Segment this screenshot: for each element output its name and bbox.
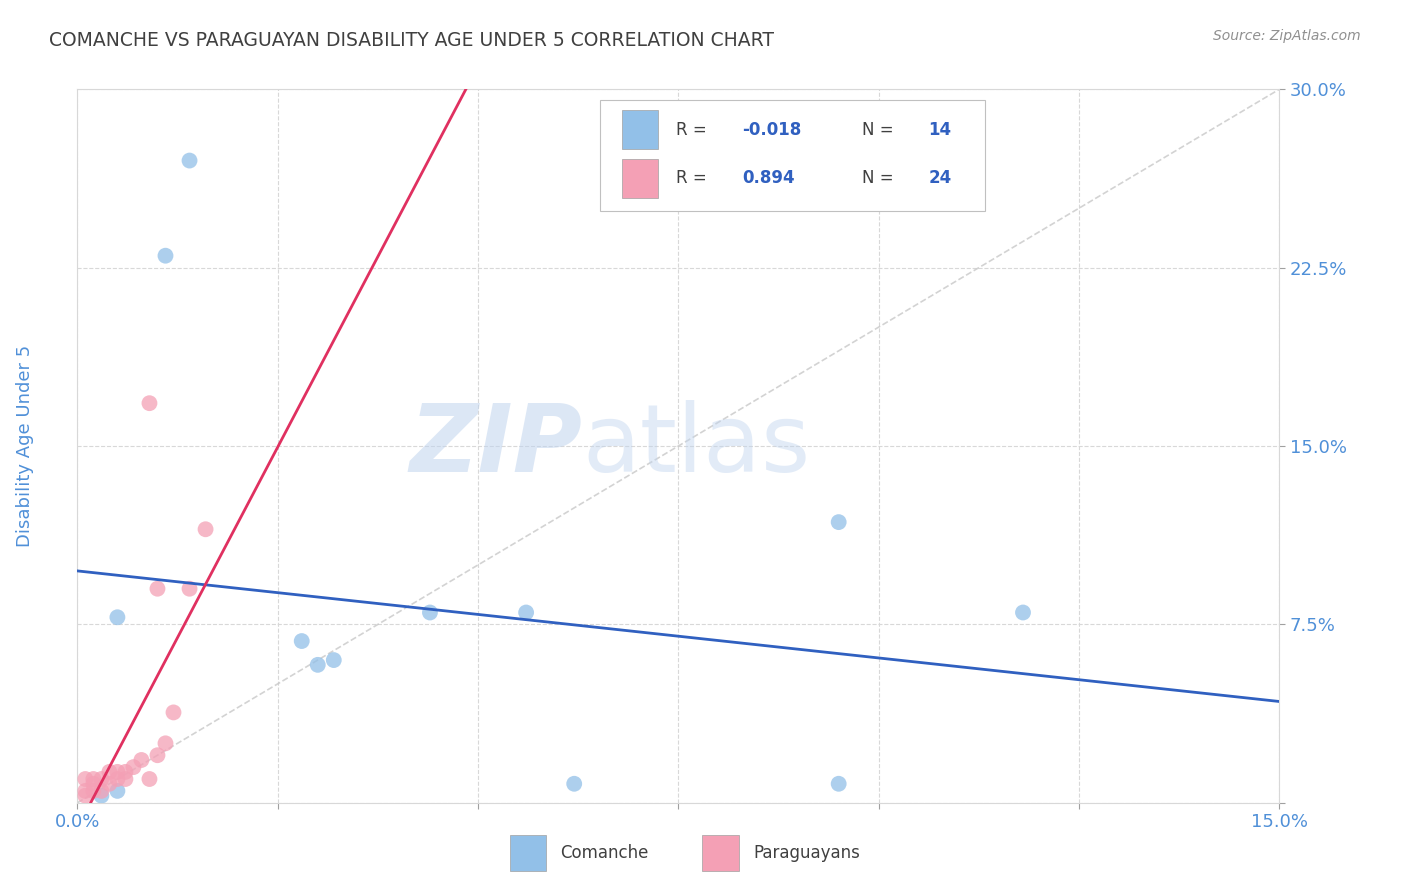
Point [322, 653, 344, 667]
Text: Disability Age Under 5: Disability Age Under 5 [17, 345, 34, 547]
Point [179, 582, 201, 596]
FancyBboxPatch shape [621, 159, 658, 198]
Point [107, 764, 129, 779]
Point [114, 772, 136, 786]
Point [307, 657, 329, 672]
Point [179, 153, 201, 168]
Point [146, 748, 169, 763]
Text: N =: N = [862, 121, 900, 139]
Text: -0.018: -0.018 [742, 121, 801, 139]
Point [75, 784, 97, 798]
Text: R =: R = [676, 169, 717, 187]
Point [138, 772, 160, 786]
Text: Paraguayans: Paraguayans [754, 844, 860, 862]
Point [1012, 606, 1035, 620]
Point [122, 760, 145, 774]
Text: atlas: atlas [582, 400, 810, 492]
Point [291, 634, 314, 648]
Point [146, 582, 169, 596]
Point [107, 784, 129, 798]
Point [82, 777, 104, 791]
Point [114, 764, 136, 779]
Point [515, 606, 537, 620]
Text: 24: 24 [928, 169, 952, 187]
Point [82, 784, 104, 798]
FancyBboxPatch shape [600, 100, 986, 211]
Point [107, 772, 129, 786]
Text: N =: N = [862, 169, 900, 187]
FancyBboxPatch shape [510, 835, 546, 871]
Point [138, 396, 160, 410]
Point [98, 777, 121, 791]
Point [90, 772, 112, 786]
Point [828, 777, 851, 791]
Point [98, 764, 121, 779]
Point [90, 784, 112, 798]
Text: Comanche: Comanche [561, 844, 650, 862]
Point [828, 515, 851, 529]
Text: 14: 14 [928, 121, 952, 139]
FancyBboxPatch shape [621, 111, 658, 150]
Point [75, 789, 97, 803]
Text: Source: ZipAtlas.com: Source: ZipAtlas.com [1213, 29, 1361, 43]
Point [107, 610, 129, 624]
FancyBboxPatch shape [703, 835, 738, 871]
Point [82, 772, 104, 786]
Point [562, 777, 585, 791]
Point [75, 772, 97, 786]
Point [419, 606, 441, 620]
Text: R =: R = [676, 121, 711, 139]
Point [90, 789, 112, 803]
Point [162, 706, 184, 720]
Text: COMANCHE VS PARAGUAYAN DISABILITY AGE UNDER 5 CORRELATION CHART: COMANCHE VS PARAGUAYAN DISABILITY AGE UN… [49, 31, 775, 50]
Point [131, 753, 153, 767]
Text: 0.894: 0.894 [742, 169, 794, 187]
Point [194, 522, 217, 536]
Point [155, 249, 177, 263]
Text: ZIP: ZIP [409, 400, 582, 492]
Point [155, 736, 177, 750]
